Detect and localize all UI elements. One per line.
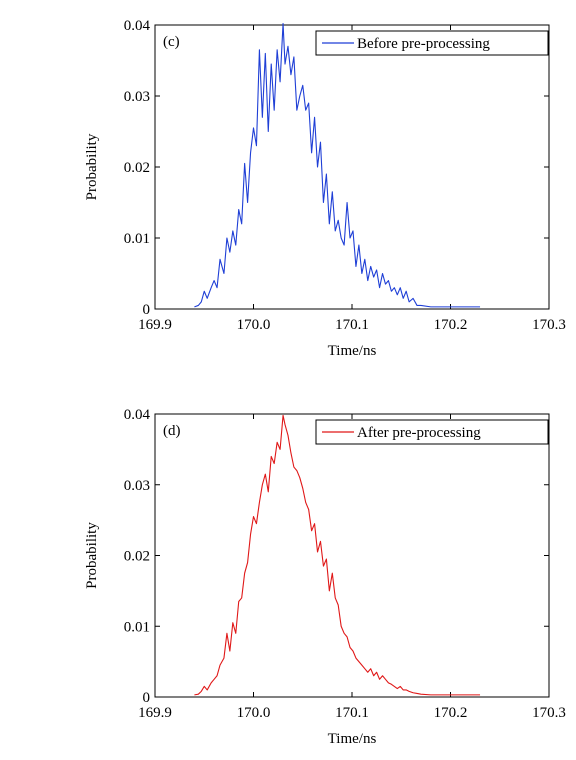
x-tick-label: 169.9 <box>138 317 172 333</box>
y-tick-label: 0 <box>143 302 151 318</box>
y-axis-label: Probability <box>84 522 100 589</box>
x-tick-label: 170.1 <box>335 705 369 721</box>
panel-label: (c) <box>163 34 180 50</box>
legend-box <box>315 419 549 445</box>
x-tick-label: 169.9 <box>138 705 172 721</box>
panel-label: (d) <box>163 423 181 439</box>
x-axis-label: Time/ns <box>328 731 377 747</box>
x-axis-label: Time/ns <box>328 343 377 359</box>
y-tick-label: 0.03 <box>124 478 150 494</box>
x-tick-label: 170.2 <box>434 705 468 721</box>
series-line-0 <box>194 414 481 696</box>
legend: After pre-processing <box>315 419 549 445</box>
chart-panel-1: 169.9 170.0 170.1 170.2 170.3 0 0.01 0.02 0.03 0.… <box>84 407 566 747</box>
y-tick-label: 0.04 <box>124 407 151 423</box>
plot-frame <box>154 24 550 310</box>
y-tick-label: 0.04 <box>124 18 151 34</box>
chart-panel-0: 169.9 170.0 170.1 170.2 170.3 0 0.01 0.02 0.03 0.… <box>84 18 566 359</box>
plot-frame <box>154 413 550 698</box>
y-tick-label: 0 <box>143 690 151 706</box>
x-tick-label: 170.0 <box>237 705 271 721</box>
x-tick-label: 170.1 <box>335 317 369 333</box>
legend-box <box>315 30 549 56</box>
y-tick-label: 0.01 <box>124 231 150 247</box>
series-line-0 <box>194 23 481 308</box>
y-tick-label: 0.03 <box>124 89 150 105</box>
y-axis-label: Probability <box>84 133 100 200</box>
x-tick-label: 170.0 <box>237 317 271 333</box>
x-tick-label: 170.3 <box>532 705 566 721</box>
legend-label: After pre-processing <box>357 425 481 441</box>
y-tick-label: 0.02 <box>124 160 150 176</box>
legend: Before pre-processing <box>315 30 549 56</box>
x-tick-label: 170.3 <box>532 317 566 333</box>
y-tick-label: 0.02 <box>124 549 150 565</box>
legend-label: Before pre-processing <box>357 36 490 52</box>
y-tick-label: 0.01 <box>124 619 150 635</box>
x-tick-label: 170.2 <box>434 317 468 333</box>
